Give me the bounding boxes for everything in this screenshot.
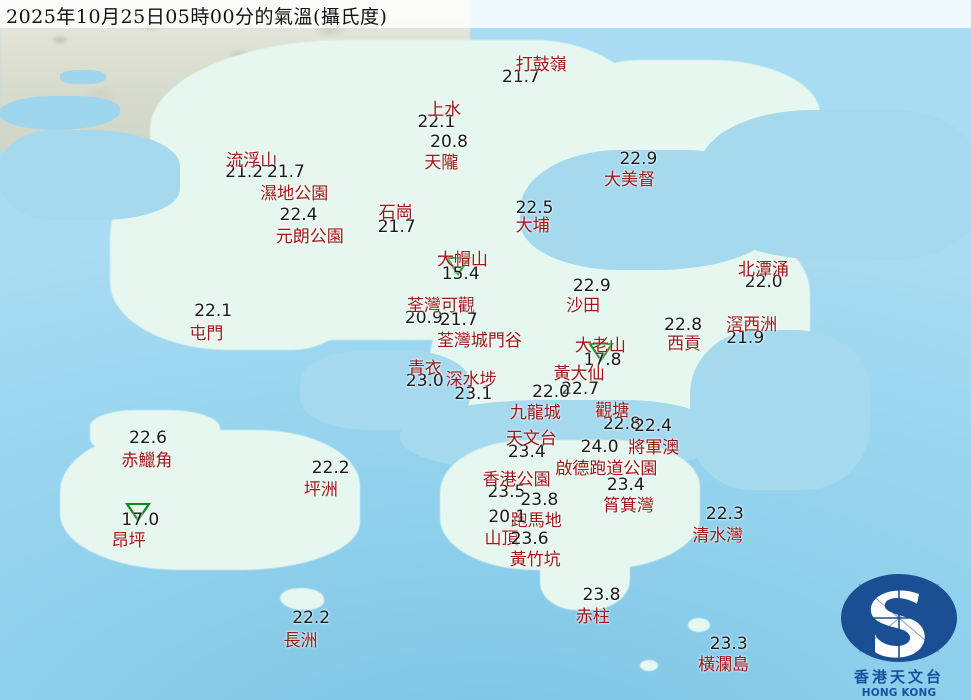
station-value: 22.0 bbox=[744, 271, 783, 292]
station-name: 長洲 bbox=[283, 630, 318, 651]
station-value: 23.8 bbox=[582, 585, 621, 606]
station-value: 23.5 bbox=[487, 481, 526, 502]
station-value: 23.3 bbox=[709, 634, 748, 655]
station-name: 天隴 bbox=[424, 153, 459, 174]
station-name: 石崗 bbox=[378, 203, 413, 224]
po-toi-island-land bbox=[640, 660, 658, 671]
station-name: 荃灣可觀 bbox=[406, 295, 475, 316]
station-name: 香港公園 bbox=[482, 469, 551, 490]
hko-logo: 香港天文台 HONG KONG OBSERVATORY bbox=[831, 572, 967, 700]
station-name: 赤鱲角 bbox=[121, 450, 173, 471]
station-value: 22.3 bbox=[705, 504, 744, 524]
station-value: 22.1 bbox=[194, 301, 233, 321]
station-name: 青衣 bbox=[407, 359, 442, 380]
station-name: 荃灣城門谷 bbox=[436, 330, 522, 351]
station-value: 22.0 bbox=[532, 381, 570, 402]
station-value: 20.9 bbox=[404, 308, 443, 328]
station-value: 22.4 bbox=[279, 205, 318, 226]
station-marker bbox=[588, 343, 615, 362]
station-name: 滘西洲 bbox=[726, 315, 778, 336]
station-name: 昂坪 bbox=[111, 530, 146, 551]
station-value: 22.2 bbox=[292, 608, 331, 629]
shenzhen-bay-water bbox=[0, 96, 120, 130]
station-name: 濕地公園 bbox=[260, 184, 329, 205]
station-value: 21.7 bbox=[502, 67, 540, 88]
station-name: 屯門 bbox=[189, 323, 224, 344]
station-name: 元朗公園 bbox=[275, 226, 344, 247]
station-value: 23.4 bbox=[507, 441, 546, 462]
title-bar: 2025年10月25日05時00分的氣溫(攝氏度) bbox=[0, 0, 971, 28]
station-name: 大帽山 bbox=[436, 250, 488, 270]
peng-chau-island-land bbox=[296, 452, 320, 466]
station-name: 筲箕灣 bbox=[602, 495, 654, 516]
station-value: 17.0 bbox=[121, 509, 160, 530]
station-name: 黃大仙 bbox=[553, 364, 605, 385]
station-value: 22.7 bbox=[561, 378, 600, 399]
station-value: 22.5 bbox=[515, 198, 554, 219]
stanley-peninsula-land bbox=[540, 540, 630, 610]
station-name: 啟德跑道公園 bbox=[555, 458, 658, 479]
station-value: 22.8 bbox=[664, 315, 703, 335]
deep-bay-water bbox=[0, 130, 180, 220]
station-name: 九龍城 bbox=[509, 402, 561, 423]
port-shelter-water bbox=[690, 330, 870, 490]
station-name: 打鼓嶺 bbox=[515, 54, 567, 75]
station-value: 23.0 bbox=[405, 371, 444, 391]
station-name: 西貢 bbox=[667, 334, 702, 354]
station-value: 22.6 bbox=[129, 428, 167, 449]
station-value: 23.6 bbox=[510, 528, 549, 549]
tsuen-wan-water bbox=[300, 350, 470, 430]
station-value: 21.9 bbox=[726, 327, 765, 348]
station-name: 大埔 bbox=[515, 215, 550, 236]
station-name: 山頂 bbox=[484, 528, 519, 549]
station-value: 20.8 bbox=[430, 132, 468, 153]
waglan-island-land bbox=[688, 618, 710, 632]
station-value: 22.1 bbox=[417, 112, 456, 132]
station-name: 上水 bbox=[427, 99, 462, 120]
station-value: 23.4 bbox=[606, 474, 645, 495]
station-name: 大美督 bbox=[603, 170, 655, 191]
station-name: 北潭涌 bbox=[737, 259, 789, 280]
station-value: 22.2 bbox=[311, 457, 350, 478]
station-value: 21.7 bbox=[267, 162, 305, 183]
station-name: 大老山 bbox=[574, 336, 626, 357]
station-name: 赤柱 bbox=[575, 607, 610, 627]
station-value: 22.9 bbox=[572, 275, 611, 296]
station-value: 21.7 bbox=[377, 217, 416, 237]
station-name: 流浮山 bbox=[226, 150, 278, 171]
cheung-chau-island-land bbox=[280, 588, 324, 610]
chek-lap-kok-land bbox=[90, 410, 220, 455]
hko-logo-name-zh: 香港天文台 bbox=[853, 668, 944, 686]
station-value: 20.1 bbox=[488, 506, 527, 527]
station-value: 17.8 bbox=[583, 350, 622, 370]
station-name: 坪洲 bbox=[303, 480, 338, 501]
station-name: 清水灣 bbox=[692, 525, 744, 546]
station-name: 跑馬地 bbox=[510, 511, 562, 532]
station-value: 22.9 bbox=[619, 149, 658, 170]
station-name: 觀塘 bbox=[595, 400, 630, 421]
inlet-water-1 bbox=[60, 70, 106, 84]
station-marker bbox=[125, 502, 152, 522]
station-value: 23.8 bbox=[520, 490, 559, 510]
page-title: 2025年10月25日05時00分的氣溫(攝氏度) bbox=[6, 6, 388, 28]
station-value: 24.0 bbox=[580, 436, 619, 457]
station-name: 沙田 bbox=[566, 296, 601, 317]
station-value: 21.2 bbox=[225, 162, 264, 183]
station-name: 天文台 bbox=[505, 429, 557, 450]
station-value: 22.8 bbox=[602, 413, 641, 434]
station-name: 橫瀾島 bbox=[698, 655, 750, 676]
station-name: 黃竹坑 bbox=[509, 550, 561, 571]
station-marker bbox=[444, 256, 471, 276]
station-name: 深水埗 bbox=[445, 370, 497, 391]
hko-emblem-icon bbox=[841, 574, 957, 662]
station-value: 22.4 bbox=[634, 415, 672, 436]
station-value: 21.7 bbox=[439, 310, 478, 331]
station-name: 將軍澳 bbox=[628, 438, 680, 459]
station-value: 15.4 bbox=[441, 263, 480, 284]
hko-logo-name-en: HONG KONG OBSERVATORY bbox=[855, 687, 943, 700]
station-value: 23.1 bbox=[454, 383, 493, 404]
mirs-bay-water bbox=[700, 110, 971, 260]
